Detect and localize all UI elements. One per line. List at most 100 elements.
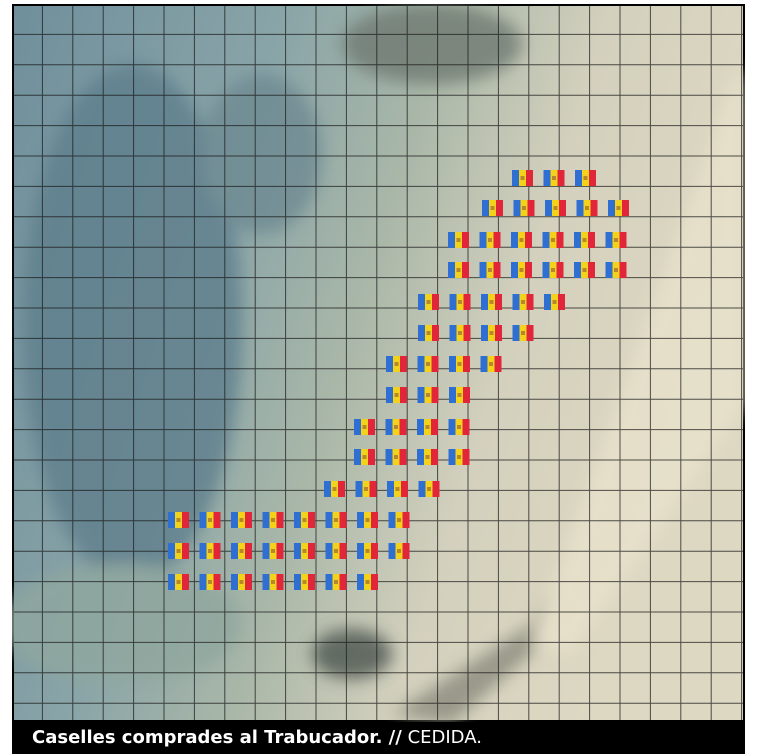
flag-blue bbox=[388, 512, 396, 528]
flag-red bbox=[622, 200, 629, 216]
caption-credit: CEDIDA. bbox=[407, 727, 482, 748]
flag-red bbox=[339, 543, 347, 559]
flag-red bbox=[496, 200, 503, 216]
flag-blue bbox=[262, 512, 270, 528]
flag bbox=[231, 512, 252, 528]
flag-blue bbox=[544, 294, 551, 310]
flag-blue bbox=[608, 200, 615, 216]
flag-blue bbox=[385, 449, 393, 465]
flag-blue bbox=[262, 543, 270, 559]
flag-red bbox=[431, 387, 439, 403]
flag-emblem bbox=[176, 549, 181, 553]
flag-emblem bbox=[488, 268, 492, 272]
flag-red bbox=[368, 449, 375, 465]
flag-emblem bbox=[334, 518, 338, 522]
flag-blue bbox=[168, 574, 175, 590]
flag-blue bbox=[511, 262, 518, 278]
flag-red bbox=[402, 512, 410, 528]
flag bbox=[512, 170, 533, 186]
flag-emblem bbox=[553, 206, 558, 210]
flag bbox=[386, 387, 407, 403]
flag bbox=[545, 200, 566, 216]
flag-blue bbox=[417, 419, 424, 435]
flag bbox=[512, 294, 534, 310]
flag-red bbox=[558, 294, 565, 310]
flag-red bbox=[431, 419, 438, 435]
flag-blue bbox=[512, 170, 519, 186]
flag-emblem bbox=[332, 487, 337, 491]
flag-blue bbox=[480, 356, 488, 372]
flag-blue bbox=[448, 449, 456, 465]
flag-blue bbox=[325, 512, 333, 528]
flag bbox=[294, 543, 315, 559]
flag-emblem bbox=[365, 580, 370, 584]
flag bbox=[417, 387, 439, 403]
flag-red bbox=[368, 419, 375, 435]
flag-red bbox=[462, 449, 470, 465]
flag-red bbox=[493, 262, 501, 278]
flag-blue bbox=[388, 543, 396, 559]
flag-blue bbox=[262, 574, 270, 590]
flag bbox=[479, 262, 501, 278]
flag-emblem bbox=[362, 455, 367, 459]
flag-red bbox=[400, 387, 407, 403]
flag bbox=[168, 512, 189, 528]
flag-emblem bbox=[458, 331, 462, 335]
flag bbox=[168, 543, 189, 559]
flag-blue bbox=[512, 294, 520, 310]
flag-emblem bbox=[426, 331, 431, 335]
flag-emblem bbox=[519, 238, 524, 242]
flag-blue bbox=[385, 419, 393, 435]
flag-red bbox=[400, 356, 407, 372]
flag-blue bbox=[324, 481, 331, 497]
flag bbox=[325, 512, 347, 528]
flag-blue bbox=[231, 574, 238, 590]
flag-red bbox=[619, 232, 627, 248]
flag-blue bbox=[231, 543, 238, 559]
flag bbox=[448, 262, 469, 278]
flag-red bbox=[308, 512, 315, 528]
flag-emblem bbox=[552, 300, 557, 304]
flag-red bbox=[401, 481, 408, 497]
flag-blue bbox=[418, 325, 425, 341]
flag bbox=[482, 200, 503, 216]
flag-red bbox=[432, 481, 440, 497]
flag-emblem bbox=[395, 487, 400, 491]
flag-emblem bbox=[520, 176, 525, 180]
flag-emblem bbox=[458, 300, 462, 304]
flag-red bbox=[589, 170, 596, 186]
flag-blue bbox=[479, 232, 487, 248]
flag-blue bbox=[417, 387, 425, 403]
flag-emblem bbox=[334, 580, 338, 584]
flag-emblem bbox=[583, 176, 588, 180]
flag bbox=[354, 449, 375, 465]
flag-blue bbox=[482, 200, 489, 216]
flag-red bbox=[399, 419, 407, 435]
aerial-photo bbox=[12, 4, 745, 722]
flag-emblem bbox=[457, 425, 461, 429]
flag-emblem bbox=[519, 268, 524, 272]
flag-blue bbox=[199, 574, 207, 590]
flag-emblem bbox=[457, 455, 461, 459]
flag-emblem bbox=[551, 268, 555, 272]
flag bbox=[388, 543, 410, 559]
flag-emblem bbox=[489, 331, 494, 335]
flag-blue bbox=[542, 262, 550, 278]
flag-blue bbox=[354, 419, 361, 435]
flag-blue bbox=[294, 543, 301, 559]
flag-blue bbox=[511, 232, 518, 248]
flag-red bbox=[276, 512, 284, 528]
flag-blue bbox=[481, 325, 488, 341]
flag-emblem bbox=[585, 206, 589, 210]
flag-emblem bbox=[521, 300, 525, 304]
flag-emblem bbox=[457, 393, 462, 397]
flag-red bbox=[431, 449, 438, 465]
flag-emblem bbox=[489, 300, 494, 304]
flag-blue bbox=[354, 449, 361, 465]
flag-red bbox=[308, 574, 315, 590]
flag bbox=[262, 512, 284, 528]
flag-blue bbox=[417, 356, 425, 372]
flag-emblem bbox=[362, 425, 367, 429]
flag-emblem bbox=[425, 425, 430, 429]
flag bbox=[417, 356, 439, 372]
